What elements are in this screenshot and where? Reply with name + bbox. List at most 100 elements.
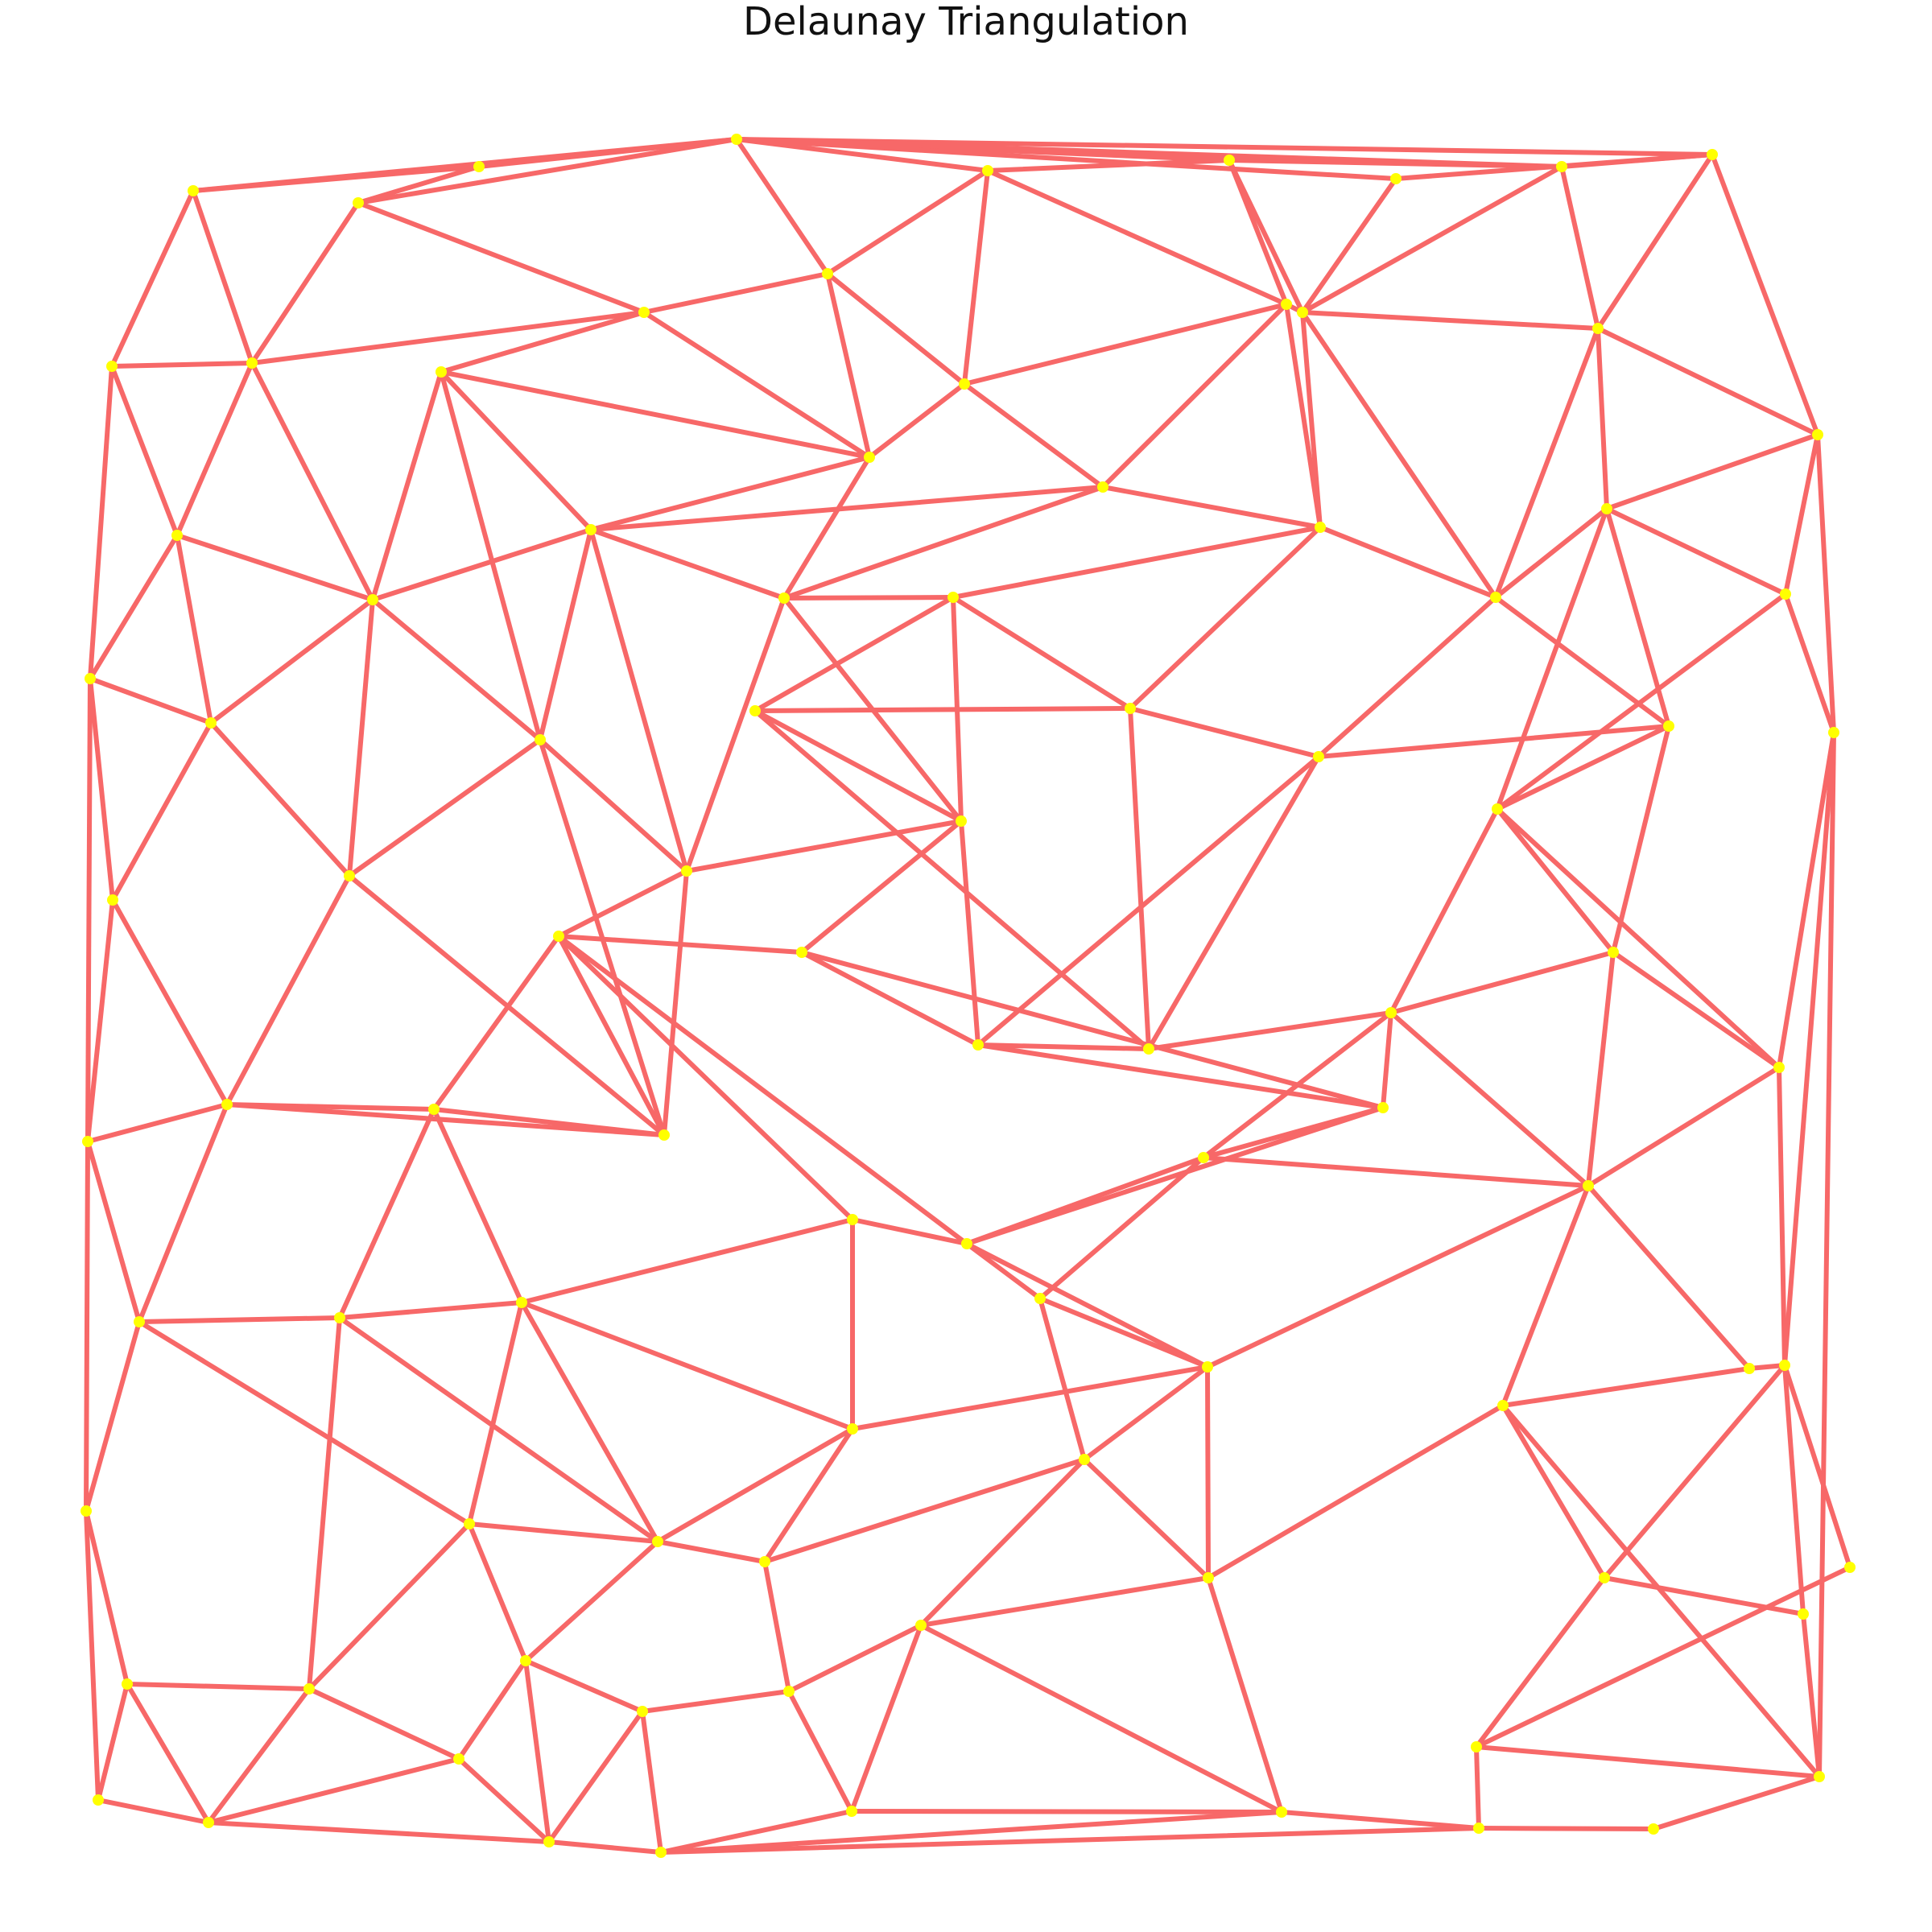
triangulation-node bbox=[1281, 299, 1292, 310]
triangulation-node bbox=[303, 1683, 315, 1695]
triangulation-node bbox=[1828, 727, 1839, 738]
triangulation-edge bbox=[110, 898, 229, 1107]
triangulation-edge bbox=[1596, 326, 1609, 511]
triangulation-edge bbox=[1782, 1363, 1806, 1616]
triangulation-edge bbox=[456, 1757, 551, 1844]
triangulation-edge bbox=[1284, 302, 1323, 530]
triangulation-edge bbox=[137, 1102, 229, 1324]
triangulation-node bbox=[655, 1847, 667, 1858]
triangulation-edge bbox=[1146, 754, 1321, 1051]
triangulation-node bbox=[637, 1706, 648, 1717]
triangulation-node bbox=[1143, 1043, 1154, 1055]
triangulation-edge bbox=[753, 706, 1133, 713]
triangulation-edge bbox=[1495, 807, 1616, 955]
triangulation-edge bbox=[109, 364, 180, 538]
triangulation-node bbox=[353, 197, 364, 208]
triangulation-edge bbox=[1300, 164, 1564, 315]
triangulation-edge bbox=[519, 1300, 855, 1431]
triangulation-edge bbox=[753, 708, 964, 824]
triangulation-node bbox=[1592, 323, 1604, 334]
triangulation-node bbox=[122, 1678, 133, 1690]
triangulation-node bbox=[1492, 803, 1503, 815]
triangulation-edge bbox=[206, 1820, 551, 1844]
triangulation-edge bbox=[337, 1300, 524, 1320]
triangulation-edge bbox=[1128, 706, 1321, 759]
triangulation-node bbox=[516, 1297, 527, 1308]
triangulation-node bbox=[846, 1806, 857, 1817]
triangulation-node bbox=[1377, 1102, 1389, 1113]
triangulation-node bbox=[553, 931, 564, 942]
triangulation-node bbox=[1812, 429, 1823, 440]
triangulation-edge bbox=[1495, 506, 1609, 811]
triangulation-node bbox=[205, 717, 217, 729]
triangulation-edge bbox=[439, 369, 543, 742]
triangulation-node bbox=[80, 1505, 92, 1517]
triangulation-node bbox=[1385, 1007, 1397, 1018]
triangulation-edge bbox=[1389, 807, 1500, 1015]
triangulation-edge bbox=[684, 596, 786, 873]
triangulation-edge bbox=[1038, 1155, 1206, 1301]
triangulation-node bbox=[1125, 703, 1136, 714]
triangulation-edge bbox=[85, 1102, 229, 1144]
triangulation-node bbox=[1390, 173, 1402, 184]
triangulation-edge bbox=[125, 1682, 312, 1691]
triangulation-edge bbox=[640, 1689, 791, 1714]
triangulation-node bbox=[473, 161, 485, 172]
triangulation-node bbox=[1556, 161, 1567, 172]
triangulation-edge bbox=[337, 1107, 436, 1320]
page-title: Delaunay Triangulation bbox=[743, 0, 1189, 44]
triangulation-edge bbox=[849, 1623, 923, 1814]
triangulation-node bbox=[847, 1423, 858, 1435]
triangulation-node bbox=[1473, 1823, 1484, 1834]
triangulation-edge bbox=[307, 1521, 472, 1691]
triangulation-node bbox=[464, 1518, 475, 1530]
triangulation-edge bbox=[175, 533, 375, 602]
triangulation-edge bbox=[1710, 152, 1820, 437]
triangulation-edge bbox=[356, 137, 739, 205]
triangulation-node bbox=[107, 894, 118, 906]
triangulation-edge bbox=[1082, 1457, 1211, 1580]
triangulation-edge bbox=[1206, 1403, 1505, 1580]
triangulation-edge bbox=[88, 533, 180, 681]
triangulation-edge bbox=[964, 1155, 1206, 1246]
triangulation-edge bbox=[337, 1315, 660, 1544]
triangulation-edge bbox=[1501, 1183, 1591, 1408]
triangulation-edge bbox=[1300, 176, 1398, 315]
triangulation-edge bbox=[951, 595, 1133, 711]
triangulation-node bbox=[947, 592, 959, 603]
triangulation-edge bbox=[762, 1426, 855, 1564]
triangulation-edge bbox=[786, 1689, 854, 1814]
triangulation-edge bbox=[191, 164, 481, 193]
triangulation-edge bbox=[782, 485, 1105, 601]
triangulation-edge bbox=[347, 597, 375, 878]
triangulation-edge bbox=[964, 1241, 1210, 1369]
triangulation-node bbox=[171, 530, 183, 541]
triangulation-edge bbox=[439, 369, 593, 532]
triangulation-edge bbox=[985, 158, 1232, 173]
triangulation-edge bbox=[225, 1102, 436, 1112]
triangulation-node bbox=[246, 357, 258, 369]
triangulation-edge bbox=[1611, 950, 1781, 1070]
triangulation-edge bbox=[208, 597, 375, 725]
triangulation-node bbox=[82, 1136, 93, 1147]
triangulation-edge bbox=[962, 382, 1105, 489]
triangulation-edge bbox=[655, 1539, 767, 1564]
triangulation-edge bbox=[523, 1658, 551, 1844]
triangulation-edge bbox=[88, 676, 213, 725]
triangulation-edge bbox=[519, 1217, 855, 1305]
triangulation-edge bbox=[588, 527, 689, 873]
triangulation-edge bbox=[962, 168, 990, 386]
triangulation-edge bbox=[370, 527, 593, 602]
triangulation-edge bbox=[1300, 310, 1323, 530]
triangulation-edge bbox=[1316, 724, 1671, 759]
triangulation-edge bbox=[1128, 525, 1323, 711]
triangulation-edge bbox=[250, 200, 361, 365]
triangulation-edge bbox=[208, 720, 352, 878]
triangulation-edge bbox=[250, 310, 646, 365]
triangulation-edge bbox=[84, 1509, 130, 1686]
triangulation-edge bbox=[1227, 158, 1305, 315]
triangulation-edge bbox=[964, 1241, 1042, 1301]
triangulation-edge bbox=[1651, 1774, 1822, 1831]
triangulation-edge bbox=[964, 1105, 1385, 1246]
triangulation-edge bbox=[523, 1539, 660, 1663]
